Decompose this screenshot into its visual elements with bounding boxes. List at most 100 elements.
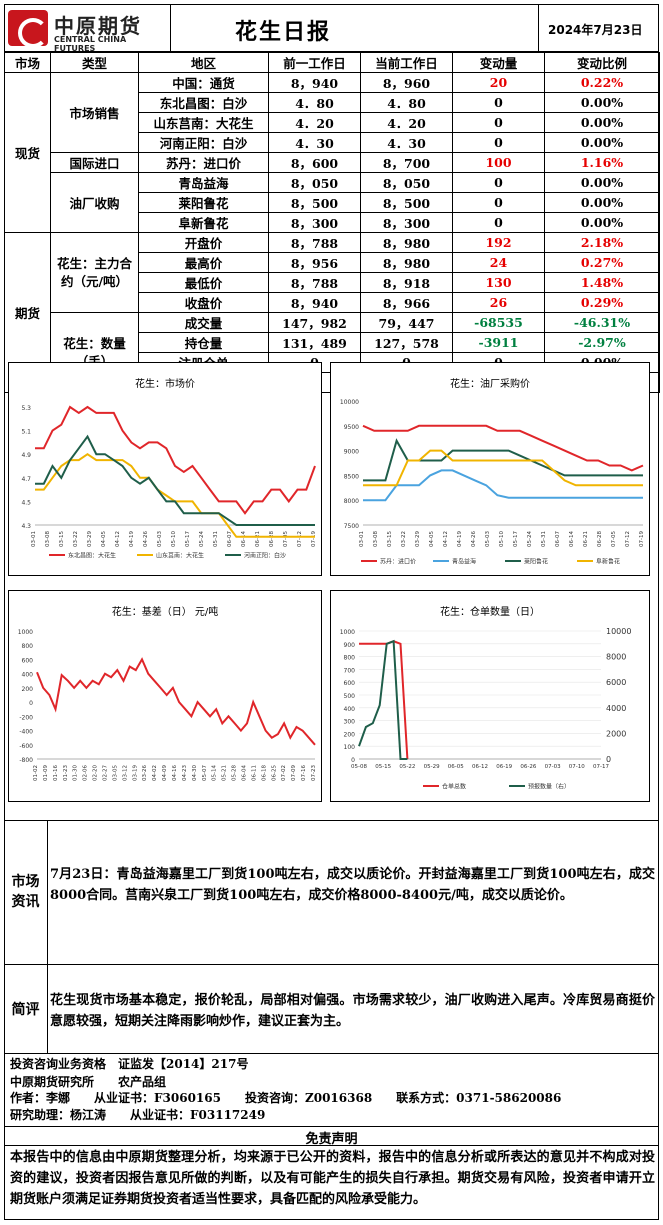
change-cell: 0	[452, 212, 545, 233]
pct-cell: -46.31%	[544, 312, 660, 333]
region-cell: 开盘价	[138, 232, 269, 253]
chart-svg: 5.3 5.1 4.9 4.7 4.5 4.303-01 03-08 03-15 03-22 03…	[21, 405, 317, 560]
y-tick-label: 0	[29, 700, 33, 707]
comment-label: 简评	[11, 1002, 40, 1018]
footer-divider	[4, 1053, 659, 1054]
region-cell: 中国：通货	[138, 72, 269, 93]
table-row: 最高价 8，956 8，980 24 0.27%	[5, 252, 660, 273]
y-tick-label: 500	[344, 693, 356, 700]
table-row: 期货 花生：主力合约（元/吨） 开盘价 8，788 8，980 192 2.18%	[4, 232, 660, 393]
change-cell: 0	[452, 192, 545, 213]
x-tick-label: 06-12	[472, 764, 488, 770]
x-tick-label: 03-01	[359, 531, 365, 547]
table-header-cell: 类型	[50, 52, 139, 73]
x-tick-label: 05-10	[171, 531, 177, 547]
type-cell-import: 国际进口	[50, 152, 139, 173]
x-tick-label: 06-19	[496, 764, 512, 770]
chart-basis: 花生：基差（日） 元/吨 1000 800 600 400 200 0 -200 -400 -6…	[8, 590, 322, 802]
comment-text: 花生现货市场基本稳定，报价轮乱，局部相对偏强。市场需求较少，油厂收购进入尾声。冷…	[50, 993, 655, 1029]
x-tick-label: 03-22	[401, 531, 407, 547]
x-tick-label: 03-08	[373, 531, 379, 547]
pct-cell: 0.29%	[544, 292, 660, 313]
x-tick-label: 05-14	[212, 765, 218, 781]
x-tick-label: 04-05	[101, 531, 107, 547]
pct-cell: 0.00%	[544, 112, 660, 133]
x-tick-label: 06-28	[269, 531, 275, 547]
x-tick-label: 05-17	[185, 531, 191, 547]
y-tick-label: 9000	[344, 449, 359, 456]
curr-cell: 8，966	[360, 292, 453, 313]
x-tick-label: 05-17	[513, 531, 519, 547]
curr-cell: 4．30	[360, 132, 453, 153]
disclaimer-title: 免责声明	[305, 1132, 358, 1147]
x-tick-label: 05-22	[399, 764, 415, 770]
x-tick-label: 04-09	[162, 765, 168, 781]
chart-oil-mill-price: 花生：油厂采购价 10000 9500 9000 8500 8000 7500 03-01 0…	[330, 362, 650, 576]
y-tick-label: 400	[22, 672, 34, 679]
legend-label: 仓单总数	[442, 783, 466, 791]
x-tick-label: 04-12	[443, 531, 449, 547]
curr-cell: 8，918	[360, 272, 453, 293]
prev-cell: 8，940	[268, 292, 361, 313]
chart-title: 花生：油厂采购价	[450, 379, 530, 390]
footer-line-assistant: 研究助理：杨江涛 从业证书：F03117249	[10, 1108, 266, 1122]
x-tick-label: 06-05	[448, 764, 464, 770]
change-cell: 0	[452, 132, 545, 153]
prev-cell: 4．20	[268, 112, 361, 133]
x-tick-label: 06-21	[255, 531, 261, 547]
pct-cell: 0.27%	[544, 252, 660, 273]
x-tick-label: 04-26	[471, 531, 477, 547]
change-cell: -68535	[452, 312, 545, 333]
series-line-3	[363, 449, 643, 487]
price-table: 市场 类型 地区 前一工作日 当前工作日 变动量 变动比例 现货 市场销售 中国：通货 8，940 8…	[4, 52, 660, 393]
curr-cell: 4．20	[360, 112, 453, 133]
chart-market-price: 花生：市场价 5.3 5.1 4.9 4.7 4.5 4.3 03-01 03-08 03-15…	[8, 362, 322, 576]
y-tick-label: 4.5	[21, 499, 31, 506]
curr-cell: 4．80	[360, 92, 453, 113]
market-info-section	[4, 820, 659, 964]
y2-tick-label: 4000	[606, 704, 626, 713]
divider	[538, 4, 539, 52]
x-tick-label: 01-23	[63, 765, 69, 781]
page-frame	[4, 4, 659, 1220]
y-tick-label: 10000	[340, 399, 359, 406]
prev-cell: 4．80	[268, 92, 361, 113]
market-cell-spot: 现货	[4, 72, 51, 233]
y-tick-label: -400	[19, 729, 33, 736]
logo-mark-icon	[8, 10, 48, 48]
y-tick-label: 600	[22, 657, 34, 664]
series-line-1	[363, 469, 643, 502]
curr-cell: 8，980	[360, 252, 453, 273]
series-line-0	[36, 657, 316, 746]
x-tick-label: 04-26	[143, 531, 149, 547]
type-cell-main: 花生：主力合约（元/吨）	[50, 232, 139, 313]
logo-text-cn: 中原期货	[54, 14, 142, 38]
region-cell: 成交量	[138, 312, 269, 333]
region-cell: 东北昌图：白沙	[138, 92, 269, 113]
table-row: 现货 市场销售 中国：通货 8，940 8，960 20 0.22%	[4, 72, 660, 233]
region-cell: 阜新鲁花	[138, 212, 269, 233]
table-row: 河南正阳：白沙 4．30 4．30 0 0.00%	[5, 132, 660, 153]
x-tick-label: 02-27	[103, 765, 109, 781]
prev-cell: 8，788	[268, 272, 361, 293]
disclaimer-divider	[4, 1126, 659, 1127]
x-tick-label: 03-15	[59, 531, 65, 547]
y-tick-label: 900	[344, 642, 356, 649]
y-tick-label: -200	[19, 714, 33, 721]
chart-title: 花生：基差（日） 元/吨	[111, 607, 219, 618]
pct-cell: 0.00%	[544, 172, 660, 193]
x-tick-label: 05-28	[232, 765, 238, 781]
y-tick-label: 700	[344, 667, 356, 674]
pct-cell: 0.00%	[544, 212, 660, 233]
y-tick-label: 100	[344, 744, 356, 751]
comment-section	[4, 964, 659, 1054]
footer-line-institute: 中原期货研究所 农产品组	[10, 1075, 167, 1089]
prev-cell: 8，600	[268, 152, 361, 173]
page-title: 花生日报	[235, 19, 332, 45]
pct-cell: 0.22%	[544, 72, 660, 93]
x-tick-label: 05-07	[202, 765, 208, 781]
y-tick-label: 4.7	[21, 476, 31, 483]
region-cell: 收盘价	[138, 292, 269, 313]
series-line-0	[359, 640, 409, 760]
